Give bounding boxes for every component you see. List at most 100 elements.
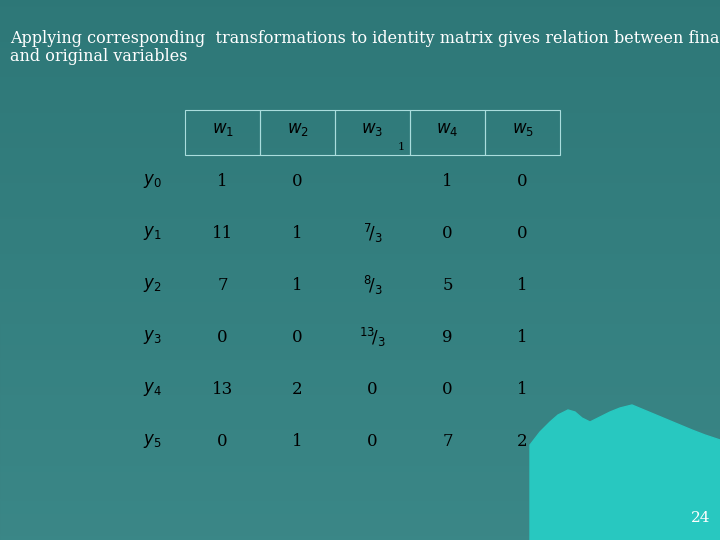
Bar	[0, 484, 720, 485]
Bar	[0, 88, 720, 89]
Bar	[0, 492, 720, 493]
Bar	[0, 254, 720, 255]
Bar	[0, 494, 720, 495]
Bar	[0, 224, 720, 225]
Bar	[0, 443, 720, 444]
Bar	[0, 34, 720, 35]
Bar	[0, 135, 720, 136]
Bar	[0, 166, 720, 167]
Bar	[0, 432, 720, 433]
Bar	[0, 45, 720, 46]
Bar	[0, 281, 720, 282]
Bar	[0, 527, 720, 528]
Bar	[0, 313, 720, 314]
Bar	[0, 357, 720, 358]
Bar	[0, 291, 720, 292]
Bar	[0, 444, 720, 445]
Bar	[0, 203, 720, 204]
Bar	[0, 481, 720, 482]
Bar	[0, 503, 720, 504]
Bar	[0, 100, 720, 101]
Bar	[0, 395, 720, 396]
Bar	[0, 29, 720, 30]
Bar	[0, 33, 720, 34]
Bar	[0, 384, 720, 385]
Bar	[0, 213, 720, 214]
Bar	[0, 279, 720, 280]
Bar	[0, 106, 720, 107]
Bar	[0, 349, 720, 350]
Bar	[0, 46, 720, 47]
Bar	[0, 3, 720, 4]
Bar	[0, 536, 720, 537]
Text: 0: 0	[442, 225, 453, 241]
Bar	[0, 123, 720, 124]
Bar	[0, 290, 720, 291]
Bar	[0, 490, 720, 491]
Bar	[0, 300, 720, 301]
Bar	[0, 247, 720, 248]
Bar	[0, 376, 720, 377]
Bar	[0, 2, 720, 3]
Bar	[0, 132, 720, 133]
Bar	[0, 180, 720, 181]
Bar	[0, 146, 720, 147]
Bar	[0, 345, 720, 346]
Bar	[0, 450, 720, 451]
Bar	[0, 222, 720, 223]
Bar	[0, 126, 720, 127]
Bar	[0, 397, 720, 398]
Bar	[0, 341, 720, 342]
Bar	[0, 322, 720, 323]
Bar	[0, 153, 720, 154]
Bar	[0, 518, 720, 519]
Bar	[0, 278, 720, 279]
Bar	[0, 101, 720, 102]
Bar	[0, 488, 720, 489]
Bar	[0, 336, 720, 337]
Bar	[0, 293, 720, 294]
Bar	[0, 11, 720, 12]
Bar	[0, 242, 720, 243]
Bar	[0, 5, 720, 6]
Bar	[0, 520, 720, 521]
Bar	[0, 128, 720, 129]
Bar	[0, 344, 720, 345]
Text: $w_3$: $w_3$	[361, 121, 384, 138]
Bar	[0, 496, 720, 497]
Text: 1: 1	[292, 225, 303, 241]
Bar	[0, 404, 720, 405]
Bar	[0, 49, 720, 50]
Bar	[0, 218, 720, 219]
Bar	[0, 463, 720, 464]
Bar	[0, 331, 720, 332]
Bar	[0, 272, 720, 273]
Bar	[0, 535, 720, 536]
Bar	[0, 528, 720, 529]
Bar	[0, 118, 720, 119]
Bar	[0, 282, 720, 283]
Bar	[0, 255, 720, 256]
Bar	[0, 424, 720, 425]
Bar	[0, 230, 720, 231]
Bar	[0, 288, 720, 289]
Bar	[0, 211, 720, 212]
Bar	[0, 41, 720, 42]
Bar	[0, 414, 720, 415]
Bar	[0, 342, 720, 343]
Bar	[0, 396, 720, 397]
Bar	[0, 122, 720, 123]
Text: $y_1$: $y_1$	[143, 224, 161, 242]
Bar	[0, 501, 720, 502]
Bar	[0, 453, 720, 454]
Bar	[0, 329, 720, 330]
Text: $y_0$: $y_0$	[143, 172, 162, 190]
Bar	[0, 362, 720, 363]
Bar	[0, 137, 720, 138]
Text: $w_1$: $w_1$	[212, 121, 233, 138]
Text: 0: 0	[367, 433, 378, 449]
Bar	[0, 226, 720, 227]
Bar	[0, 451, 720, 452]
Bar	[0, 232, 720, 233]
Bar	[0, 179, 720, 180]
